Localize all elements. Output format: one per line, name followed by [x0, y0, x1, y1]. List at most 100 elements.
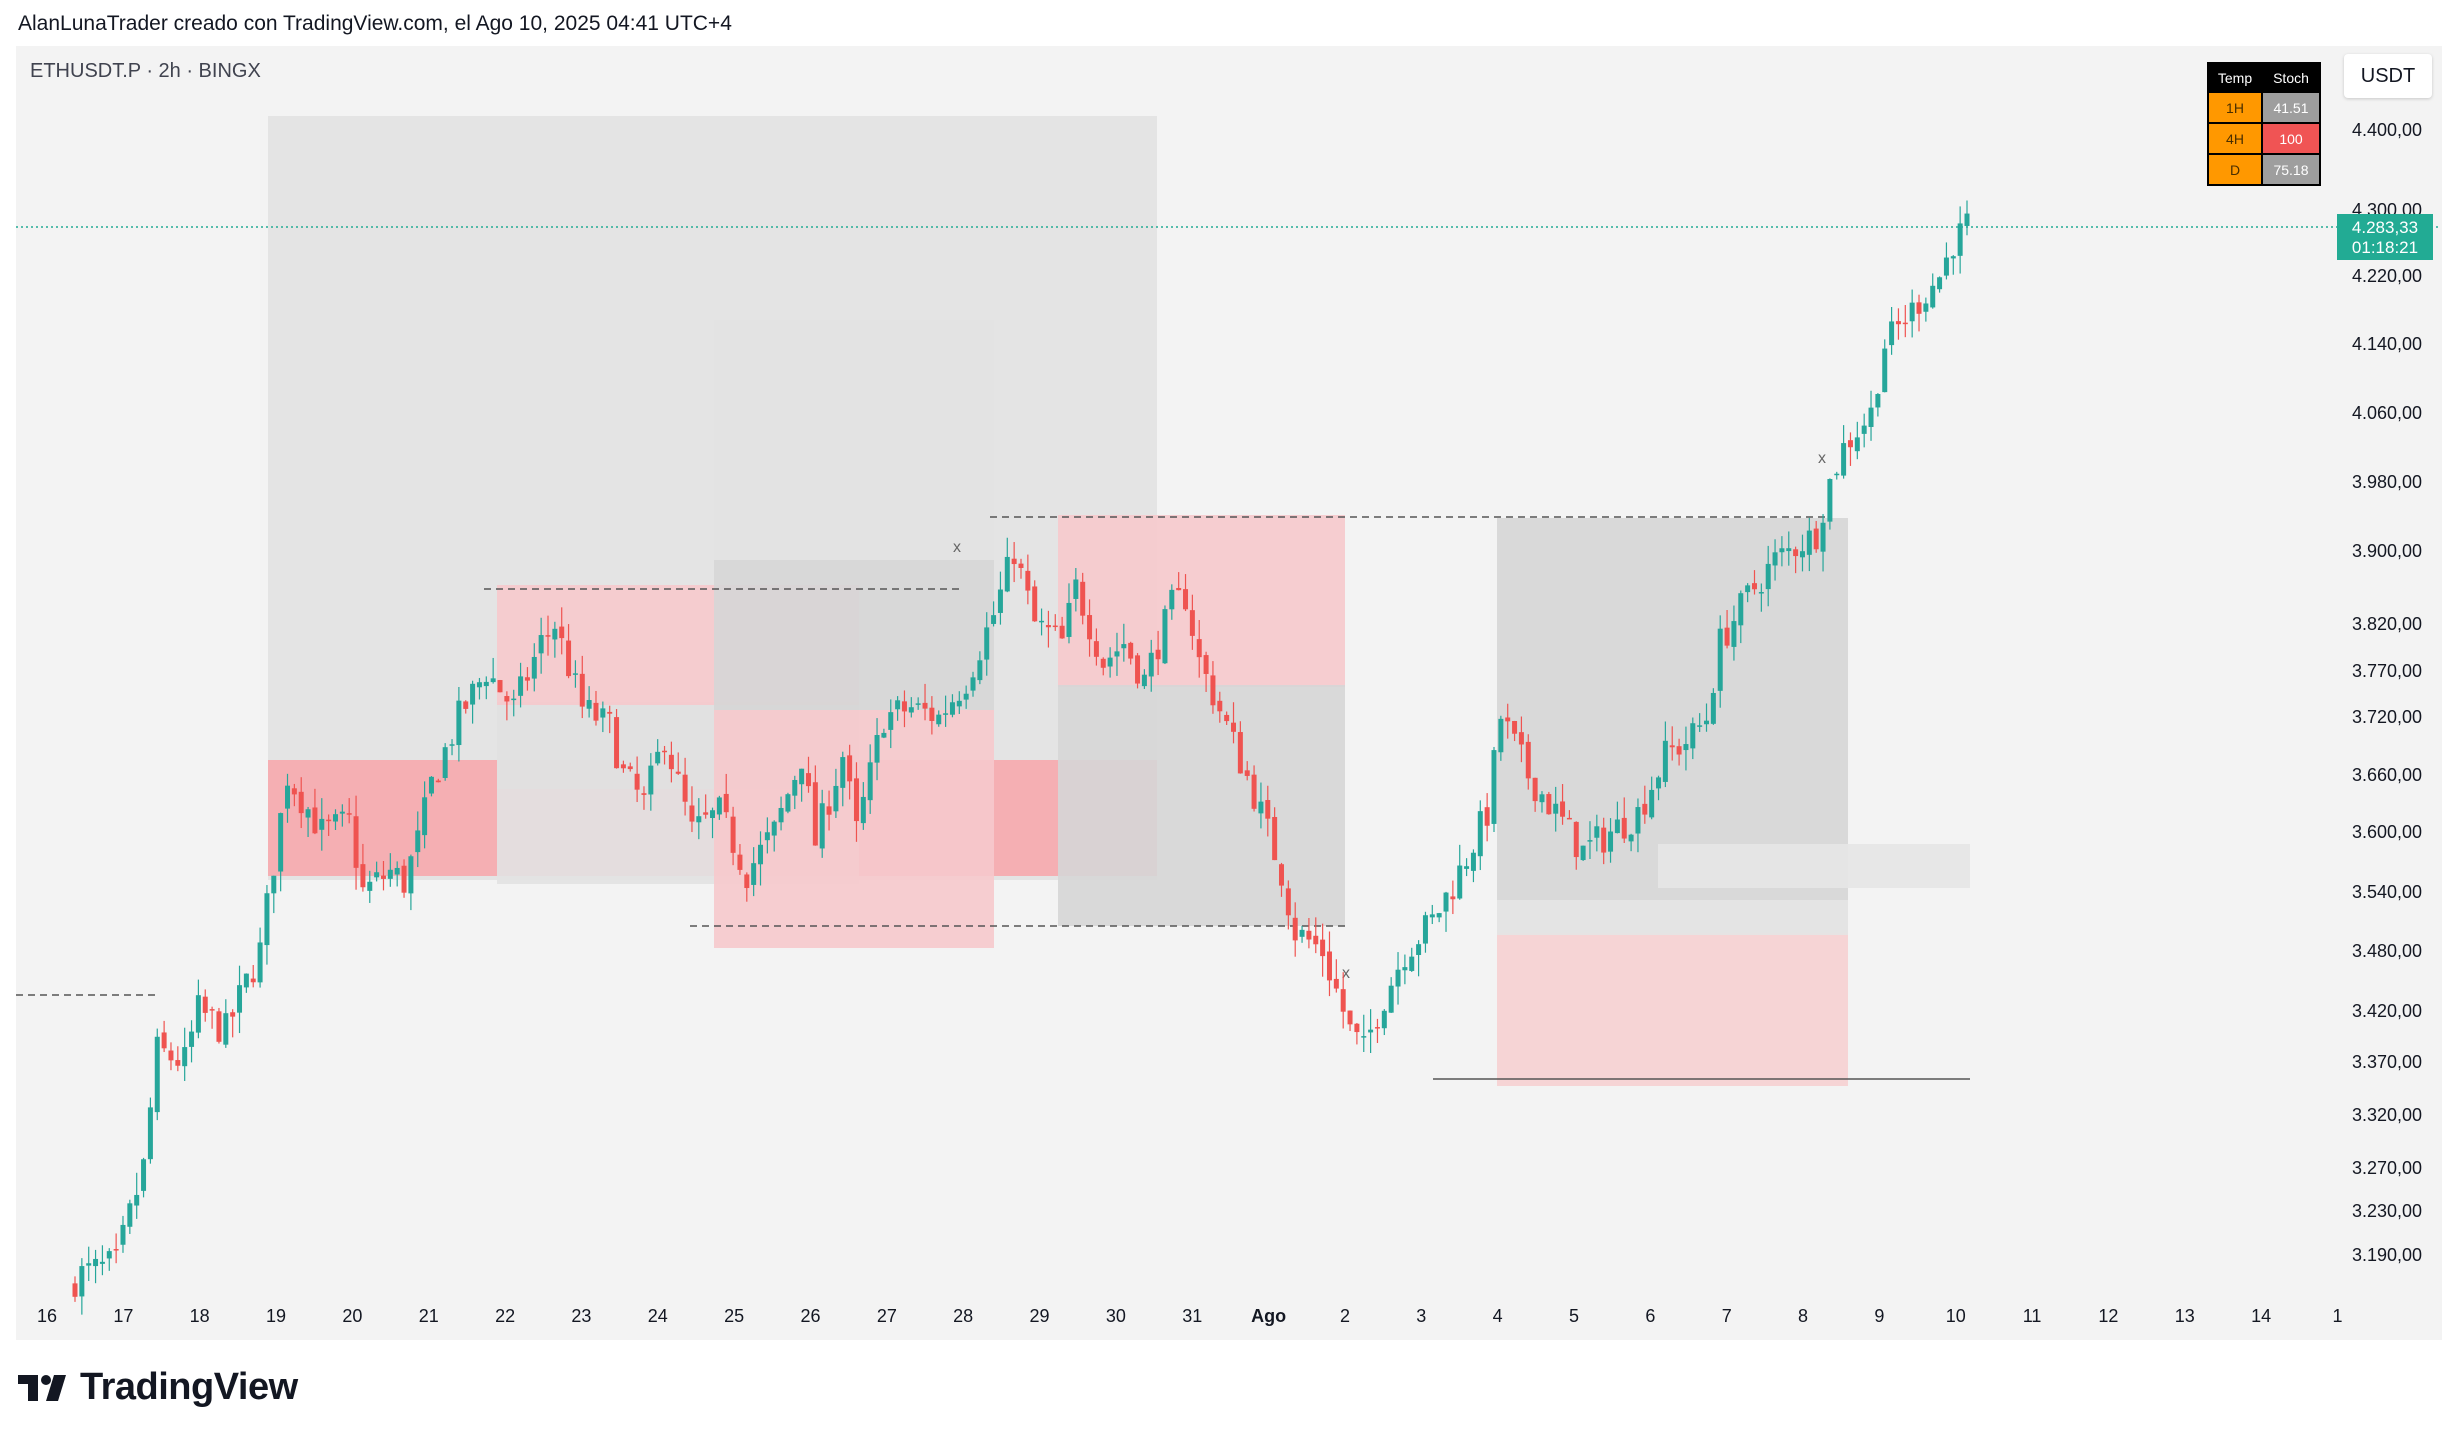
- symbol-legend[interactable]: ETHUSDT.P · 2h · BINGX: [30, 60, 261, 82]
- candle-body: [339, 811, 345, 814]
- candle-body: [1943, 257, 1949, 276]
- price-tick-label: 4.220,00: [2352, 266, 2422, 286]
- candle-body: [963, 693, 969, 700]
- candle-body: [696, 816, 702, 823]
- candle-body: [442, 747, 448, 778]
- candle-body: [86, 1263, 92, 1266]
- candle-body: [1347, 1010, 1353, 1025]
- x-marker: x: [1818, 450, 1826, 467]
- candle-body: [908, 707, 914, 713]
- currency-selector-button[interactable]: USDT: [2344, 54, 2432, 98]
- stoch-value-1h: 41.51: [2261, 91, 2321, 124]
- candle-body: [991, 615, 997, 624]
- candle-body: [662, 750, 668, 753]
- candle-body: [1813, 528, 1819, 550]
- zone-box: [1497, 900, 1848, 935]
- candle-body: [524, 677, 530, 681]
- candle-body: [1772, 552, 1778, 566]
- candle-body: [1690, 723, 1696, 749]
- stoch-value-d: 75.18: [2261, 153, 2321, 186]
- candle-body: [634, 773, 640, 790]
- candle-body: [209, 1009, 215, 1011]
- candle-body: [1032, 586, 1038, 622]
- candle-body: [1292, 917, 1298, 941]
- candle-body: [901, 701, 907, 712]
- candle-body: [1566, 817, 1572, 820]
- candle-body: [1724, 627, 1730, 646]
- candle-body: [1381, 1010, 1387, 1029]
- candle-body: [1676, 746, 1682, 755]
- candle-body: [1484, 807, 1490, 826]
- candle-body: [833, 785, 839, 812]
- candle-body: [1100, 658, 1106, 668]
- candle-body: [1258, 801, 1264, 814]
- candle-body: [1964, 213, 1970, 226]
- candle-body: [1148, 652, 1154, 677]
- candle-body: [1409, 956, 1415, 971]
- candle-body: [380, 875, 386, 879]
- candle-body: [1656, 777, 1662, 789]
- candle-body: [1052, 625, 1058, 628]
- candle-body: [483, 681, 489, 687]
- candle-body: [1189, 610, 1195, 636]
- zone-box: [1658, 844, 1970, 888]
- candle-body: [1018, 563, 1024, 568]
- tradingview-logo-text: TradingView: [80, 1366, 298, 1408]
- candle-body: [1704, 720, 1710, 725]
- price-tick-label: 3.980,00: [2352, 472, 2422, 492]
- candle-body: [936, 714, 942, 725]
- candle-body: [1909, 302, 1915, 322]
- candle-body: [182, 1047, 188, 1067]
- time-tick-label: 21: [419, 1306, 439, 1326]
- candle-body: [305, 809, 311, 818]
- candle-body: [812, 782, 818, 846]
- time-tick-label: 10: [1946, 1306, 1966, 1326]
- candle-body: [1683, 744, 1689, 751]
- candle-countdown: 01:18:21: [2352, 238, 2418, 257]
- candle-body: [1457, 865, 1463, 899]
- time-axis: 16 17 18 19 20 21 22 23 24 25 26 27 28 29 30 31 Ago 2 3 4 5 6…: [37, 1306, 2343, 1326]
- candle-body: [202, 996, 208, 1013]
- candle-body: [744, 874, 750, 889]
- candle-body: [1937, 277, 1943, 290]
- candle-body: [1745, 585, 1751, 593]
- candle-body: [1930, 285, 1936, 308]
- candle-body: [1518, 732, 1524, 745]
- candle-body: [113, 1249, 119, 1251]
- candle-body: [1751, 583, 1757, 590]
- candle-body: [463, 701, 469, 709]
- time-tick-label: 12: [2098, 1306, 2118, 1326]
- candle-body: [476, 682, 482, 688]
- candle-body: [1176, 587, 1182, 591]
- candle-body: [449, 744, 455, 746]
- candle-body: [1361, 1036, 1367, 1038]
- time-tick-label: 13: [2175, 1306, 2195, 1326]
- candle-body: [1491, 750, 1497, 824]
- current-price-tag: 4.283,33 01:18:21: [2337, 214, 2433, 260]
- stoch-header-temp: Temp: [2207, 62, 2263, 93]
- current-price-box: [2337, 214, 2433, 260]
- time-tick-label: 25: [724, 1306, 744, 1326]
- candle-body: [1895, 321, 1901, 325]
- candle-body: [1697, 725, 1703, 727]
- tradingview-logo[interactable]: TradingView: [18, 1366, 298, 1409]
- candle-body: [175, 1060, 181, 1066]
- candle-body: [1820, 522, 1826, 552]
- candle-body: [1779, 548, 1785, 553]
- candle-body: [367, 881, 373, 891]
- candle-body: [1546, 794, 1552, 815]
- candle-body: [627, 766, 633, 770]
- candle-body: [1224, 714, 1230, 722]
- candle-body: [271, 875, 277, 894]
- candle-body: [456, 700, 462, 746]
- candle-body: [223, 1013, 229, 1045]
- price-tick-label: 3.820,00: [2352, 614, 2422, 634]
- candle-body: [895, 700, 901, 710]
- candle-body: [730, 816, 736, 853]
- candle-body: [1217, 700, 1223, 712]
- candle-body: [127, 1203, 133, 1227]
- time-tick-label: 18: [190, 1306, 210, 1326]
- price-tick-label: 3.540,00: [2352, 882, 2422, 902]
- candle-body: [387, 869, 393, 879]
